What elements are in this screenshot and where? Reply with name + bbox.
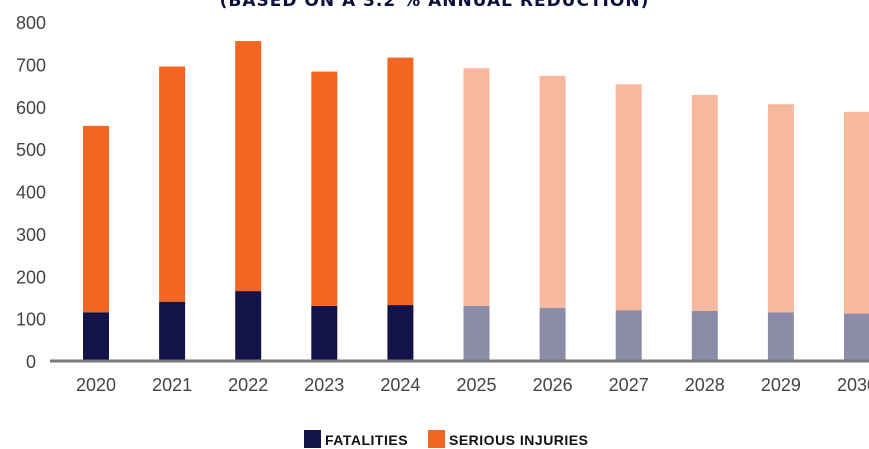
chart-title: (BASED ON A 3.2 % ANNUAL REDUCTION) <box>219 0 650 11</box>
x-tick-label: 2024 <box>380 375 420 395</box>
x-tick-label: 2027 <box>609 375 649 395</box>
bar-fatalities-2023 <box>311 305 338 361</box>
bar-fatalities-2030 <box>844 313 869 361</box>
y-tick-label: 200 <box>16 267 46 287</box>
y-tick-label: 500 <box>16 140 46 160</box>
legend-label-fatalities: FATALITIES <box>325 432 408 448</box>
x-tick-label: 2023 <box>304 375 344 395</box>
x-tick-label: 2021 <box>152 375 192 395</box>
x-tick-label: 2025 <box>456 375 496 395</box>
x-tick-label: 2026 <box>533 375 573 395</box>
bar-serious-injuries-2020 <box>83 125 109 313</box>
bar-fatalities-2027 <box>615 310 642 361</box>
bar-fatalities-2026 <box>539 308 566 361</box>
bar-fatalities-2022 <box>235 291 262 361</box>
bar-serious-injuries-2027 <box>615 84 642 311</box>
y-tick-label: 0 <box>26 352 36 372</box>
y-tick-label: 400 <box>16 183 46 203</box>
legend: FATALITIES SERIOUS INJURIES <box>304 430 588 448</box>
bar-serious-injuries-2030 <box>844 111 869 314</box>
legend-swatch-serious-injuries <box>428 430 445 448</box>
x-tick-label: 2030 <box>837 375 869 395</box>
bar-fatalities-2020 <box>83 312 109 361</box>
y-axis-ticks: 0 100 200 300 400 500 600 700 800 <box>16 13 46 372</box>
bar-serious-injuries-2021 <box>159 66 186 302</box>
bar-fatalities-2021 <box>159 301 186 361</box>
bar-serious-injuries-2029 <box>767 104 794 313</box>
bar-serious-injuries-2023 <box>311 71 338 306</box>
x-tick-label: 2022 <box>228 375 268 395</box>
bar-fatalities-2029 <box>767 312 794 361</box>
y-tick-label: 600 <box>16 98 46 118</box>
bar-serious-injuries-2022 <box>235 41 262 292</box>
bar-serious-injuries-2026 <box>539 75 566 309</box>
y-tick-label: 300 <box>16 225 46 245</box>
bar-fatalities-2028 <box>691 310 718 361</box>
y-tick-label: 800 <box>16 13 46 33</box>
bar-serious-injuries-2025 <box>463 68 490 306</box>
y-tick-label: 100 <box>16 310 46 330</box>
bar-serious-injuries-2024 <box>387 57 414 306</box>
x-tick-label: 2020 <box>76 375 116 395</box>
bar-fatalities-2024 <box>387 305 414 361</box>
bars <box>83 41 869 361</box>
x-axis-ticks: 2020 2021 2022 2023 2024 2025 2026 2027 2028 2029… <box>76 375 869 395</box>
bar-fatalities-2025 <box>463 305 490 361</box>
y-tick-label: 700 <box>16 55 46 75</box>
x-tick-label: 2029 <box>761 375 801 395</box>
bar-serious-injuries-2028 <box>691 94 718 311</box>
legend-label-serious-injuries: SERIOUS INJURIES <box>449 432 588 448</box>
x-tick-label: 2028 <box>685 375 725 395</box>
legend-swatch-fatalities <box>304 430 321 448</box>
